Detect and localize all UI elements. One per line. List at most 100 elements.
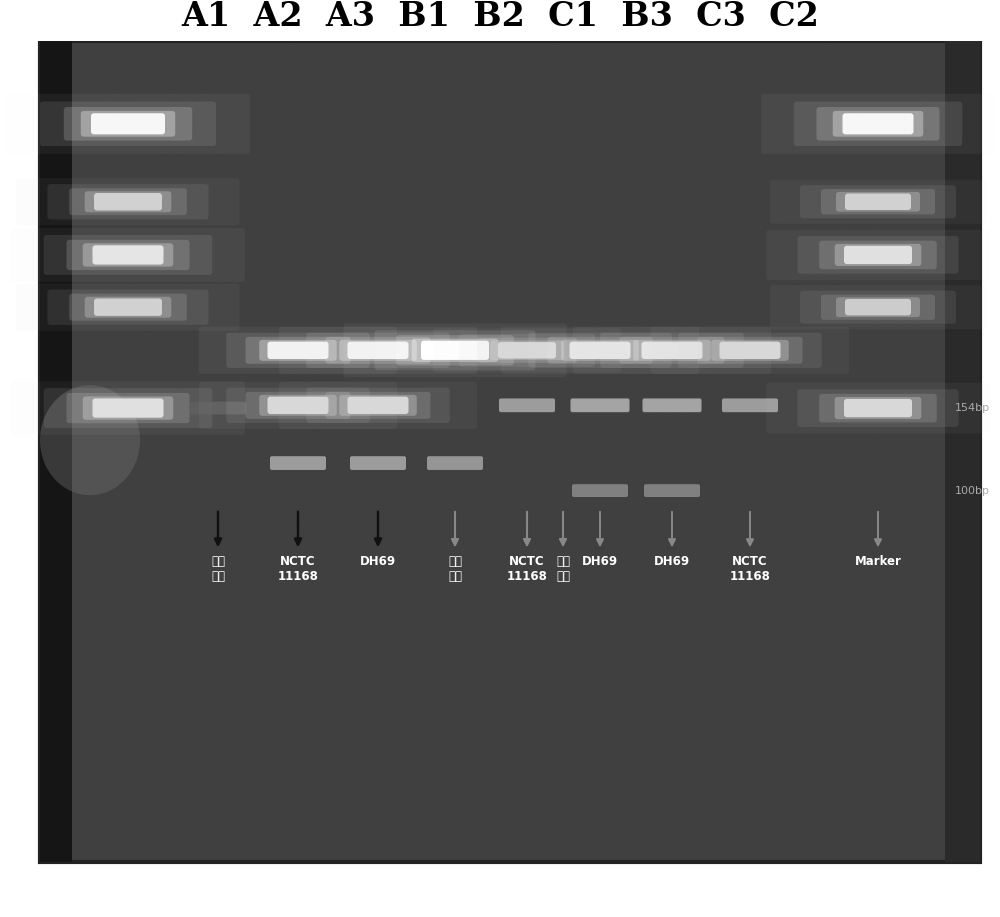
FancyBboxPatch shape: [267, 341, 328, 359]
Point: [705, 74, 721, 89]
Point: [765, 334, 781, 348]
Point: [528, 197, 544, 212]
Point: [725, 37, 741, 51]
Point: [152, 56, 168, 71]
Point: [803, 73, 819, 88]
Point: [358, 133, 374, 148]
Point: [402, 479, 418, 493]
Point: [170, 54, 186, 69]
Point: [888, 761, 904, 776]
Point: [687, 404, 703, 419]
Point: [549, 693, 565, 708]
Point: [290, 435, 306, 449]
Point: [442, 139, 458, 154]
Point: [277, 293, 293, 307]
Point: [569, 400, 585, 414]
Point: [105, 141, 121, 156]
Point: [322, 250, 338, 265]
Point: [87, 236, 103, 250]
Point: [716, 51, 732, 66]
Point: [465, 221, 481, 236]
Point: [371, 569, 387, 583]
Point: [289, 458, 305, 473]
Point: [707, 242, 723, 257]
Point: [573, 559, 589, 574]
Point: [577, 240, 593, 255]
Point: [566, 849, 582, 864]
Point: [82, 432, 98, 447]
Point: [325, 46, 341, 61]
Point: [377, 514, 393, 529]
Point: [813, 215, 829, 229]
Point: [452, 636, 468, 651]
FancyBboxPatch shape: [348, 341, 409, 359]
Point: [550, 306, 566, 321]
Point: [199, 78, 215, 93]
Point: [875, 547, 891, 562]
Point: [411, 491, 427, 505]
Point: [614, 657, 630, 671]
Point: [299, 263, 315, 278]
Point: [469, 245, 485, 260]
Point: [566, 712, 582, 726]
Point: [335, 470, 351, 485]
Point: [859, 40, 875, 55]
Point: [193, 614, 209, 629]
Point: [837, 840, 853, 855]
Point: [690, 493, 706, 508]
Point: [295, 804, 311, 819]
Point: [900, 690, 916, 704]
Point: [419, 233, 435, 248]
FancyBboxPatch shape: [794, 102, 962, 146]
Point: [468, 120, 484, 135]
Point: [325, 759, 341, 774]
Point: [216, 606, 232, 621]
Point: [359, 812, 375, 826]
Point: [420, 564, 436, 579]
Point: [640, 705, 656, 720]
Point: [369, 440, 385, 455]
Point: [579, 237, 595, 251]
Point: [308, 124, 324, 138]
FancyBboxPatch shape: [570, 341, 631, 359]
Point: [776, 485, 792, 500]
Point: [763, 795, 779, 810]
Point: [85, 669, 101, 684]
Point: [344, 84, 360, 99]
Point: [893, 385, 909, 400]
Point: [581, 646, 597, 660]
Point: [783, 101, 799, 116]
Point: [867, 441, 883, 456]
Point: [450, 443, 466, 458]
Point: [853, 447, 869, 462]
Point: [378, 648, 394, 663]
Point: [176, 224, 192, 238]
Point: [897, 821, 913, 835]
Point: [775, 255, 791, 270]
Point: [592, 378, 608, 392]
Point: [880, 356, 896, 370]
Point: [661, 711, 677, 725]
Point: [738, 313, 754, 327]
Point: [396, 420, 412, 435]
Point: [686, 763, 702, 778]
FancyBboxPatch shape: [190, 402, 246, 414]
Point: [228, 668, 244, 683]
Point: [499, 152, 515, 167]
Point: [858, 311, 874, 326]
Point: [777, 799, 793, 813]
Point: [594, 841, 610, 856]
Point: [890, 141, 906, 156]
Point: [808, 453, 824, 468]
Point: [184, 487, 200, 502]
Point: [483, 764, 499, 779]
Point: [564, 119, 580, 134]
Point: [824, 261, 840, 276]
Point: [339, 415, 355, 430]
Point: [670, 407, 686, 422]
Point: [477, 143, 493, 158]
Point: [337, 316, 353, 331]
Point: [765, 690, 781, 704]
Point: [570, 308, 586, 323]
FancyBboxPatch shape: [92, 398, 164, 417]
